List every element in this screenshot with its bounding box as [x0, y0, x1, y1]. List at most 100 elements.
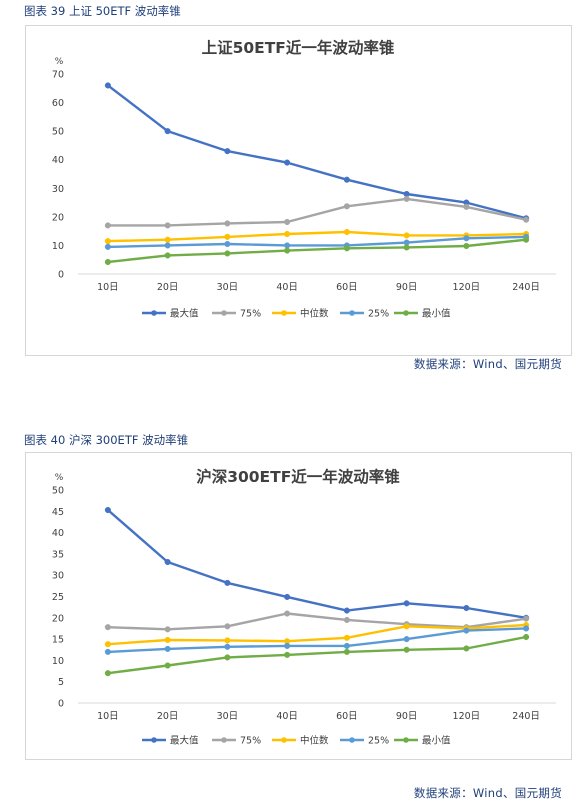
data-point: [104, 641, 111, 648]
legend-label: 最小值: [422, 735, 451, 747]
y-tick-label: 20: [52, 212, 64, 223]
data-point: [284, 159, 291, 166]
x-tick-label: 240日: [512, 282, 540, 293]
data-point: [403, 232, 410, 239]
data-point: [284, 593, 291, 600]
legend-item: 25%: [340, 736, 389, 747]
y-axis-unit-label: %: [55, 57, 64, 67]
figure-caption-2: 图表 40 沪深 300ETF 波动率锥: [24, 433, 189, 447]
x-tick-label: 10日: [97, 282, 119, 293]
y-tick-label: 30: [52, 184, 64, 195]
data-point: [224, 654, 231, 661]
data-point: [463, 627, 470, 634]
y-tick-label: 35: [52, 549, 64, 560]
data-point: [284, 642, 291, 649]
x-tick-label: 10日: [97, 711, 119, 722]
y-tick-label: 45: [52, 507, 64, 518]
data-point: [104, 624, 111, 631]
x-tick-label: 30日: [217, 282, 239, 293]
series-line: [106, 84, 528, 220]
data-point: [343, 607, 350, 614]
data-point: [164, 645, 171, 652]
data-point: [164, 128, 171, 135]
y-tick-label: 25: [52, 592, 64, 603]
data-point: [164, 222, 171, 229]
data-point: [104, 648, 111, 655]
data-point: [164, 558, 171, 566]
y-tick-label: 10: [52, 656, 64, 667]
x-tick-label: 90日: [396, 282, 418, 293]
data-point: [224, 637, 231, 644]
legend-item: 75%: [212, 309, 261, 320]
y-tick-label: 10: [52, 241, 64, 252]
legend-label: 最小值: [422, 308, 451, 320]
y-tick-label: 50: [52, 127, 64, 138]
legend-item: 最小值: [394, 735, 451, 747]
x-tick-label: 120日: [453, 711, 481, 722]
data-point: [403, 600, 410, 607]
data-point: [343, 648, 350, 655]
x-tick-label: 120日: [453, 282, 481, 293]
data-point: [523, 633, 530, 641]
series-line: [106, 627, 528, 654]
legend-swatch-marker: [403, 310, 409, 316]
data-point: [224, 148, 231, 155]
data-point: [284, 218, 291, 226]
legend-item: 最小值: [394, 308, 451, 320]
y-tick-label: 15: [52, 635, 64, 646]
y-tick-label: 70: [52, 70, 64, 81]
legend-swatch-marker: [403, 737, 409, 743]
data-point: [164, 626, 171, 633]
data-point: [224, 220, 231, 227]
volatility-cone-chart-50etf: 上证50ETF近一年波动率锥% 0 10 20 30 40 50 60 70 10日 20日 30日 4…: [52, 38, 556, 320]
data-point: [224, 240, 231, 248]
x-tick-label: 240日: [512, 711, 540, 722]
x-tick-label: 40日: [276, 711, 298, 722]
legend-label: 最大值: [170, 735, 199, 747]
legend-swatch-marker: [221, 737, 227, 743]
legend-label: 75%: [240, 736, 261, 747]
legend-item: 中位数: [272, 308, 329, 320]
legend-label: 25%: [368, 736, 389, 747]
data-point: [343, 642, 350, 649]
data-point: [343, 245, 350, 252]
data-point: [164, 636, 171, 644]
x-tick-label: 30日: [217, 711, 239, 722]
data-point: [523, 625, 530, 632]
source-note-1: 数据来源：Wind、国元期货: [413, 357, 562, 371]
y-tick-label: 0: [58, 270, 64, 281]
legend-item: 25%: [340, 309, 389, 320]
y-axis-unit-label: %: [55, 473, 64, 483]
data-point: [224, 643, 231, 650]
data-point: [343, 634, 350, 641]
data-point: [284, 651, 291, 658]
x-tick-label: 20日: [157, 282, 179, 293]
x-tick-label: 90日: [396, 711, 418, 722]
data-point: [403, 636, 410, 643]
y-tick-label: 50: [52, 486, 64, 497]
legend-swatch-marker: [221, 310, 227, 316]
data-point: [463, 235, 470, 242]
data-point: [224, 233, 231, 240]
data-point: [403, 646, 410, 653]
legend-item: 最大值: [142, 308, 199, 320]
series-line: [106, 623, 528, 646]
series-line: [106, 197, 528, 227]
data-point: [104, 670, 111, 677]
series-line: [106, 635, 528, 675]
data-point: [463, 604, 470, 612]
data-point: [463, 203, 470, 210]
y-tick-label: 30: [52, 571, 64, 582]
x-tick-label: 60日: [336, 711, 358, 722]
data-point: [104, 82, 111, 89]
data-point: [343, 228, 350, 236]
series-line: [106, 238, 528, 264]
legend-swatch-marker: [281, 737, 287, 743]
data-point: [224, 250, 231, 257]
legend-item: 中位数: [272, 735, 329, 747]
data-point: [104, 243, 111, 250]
series-line: [106, 230, 528, 243]
data-point: [104, 222, 111, 229]
data-point: [164, 242, 171, 249]
data-point: [403, 195, 410, 202]
